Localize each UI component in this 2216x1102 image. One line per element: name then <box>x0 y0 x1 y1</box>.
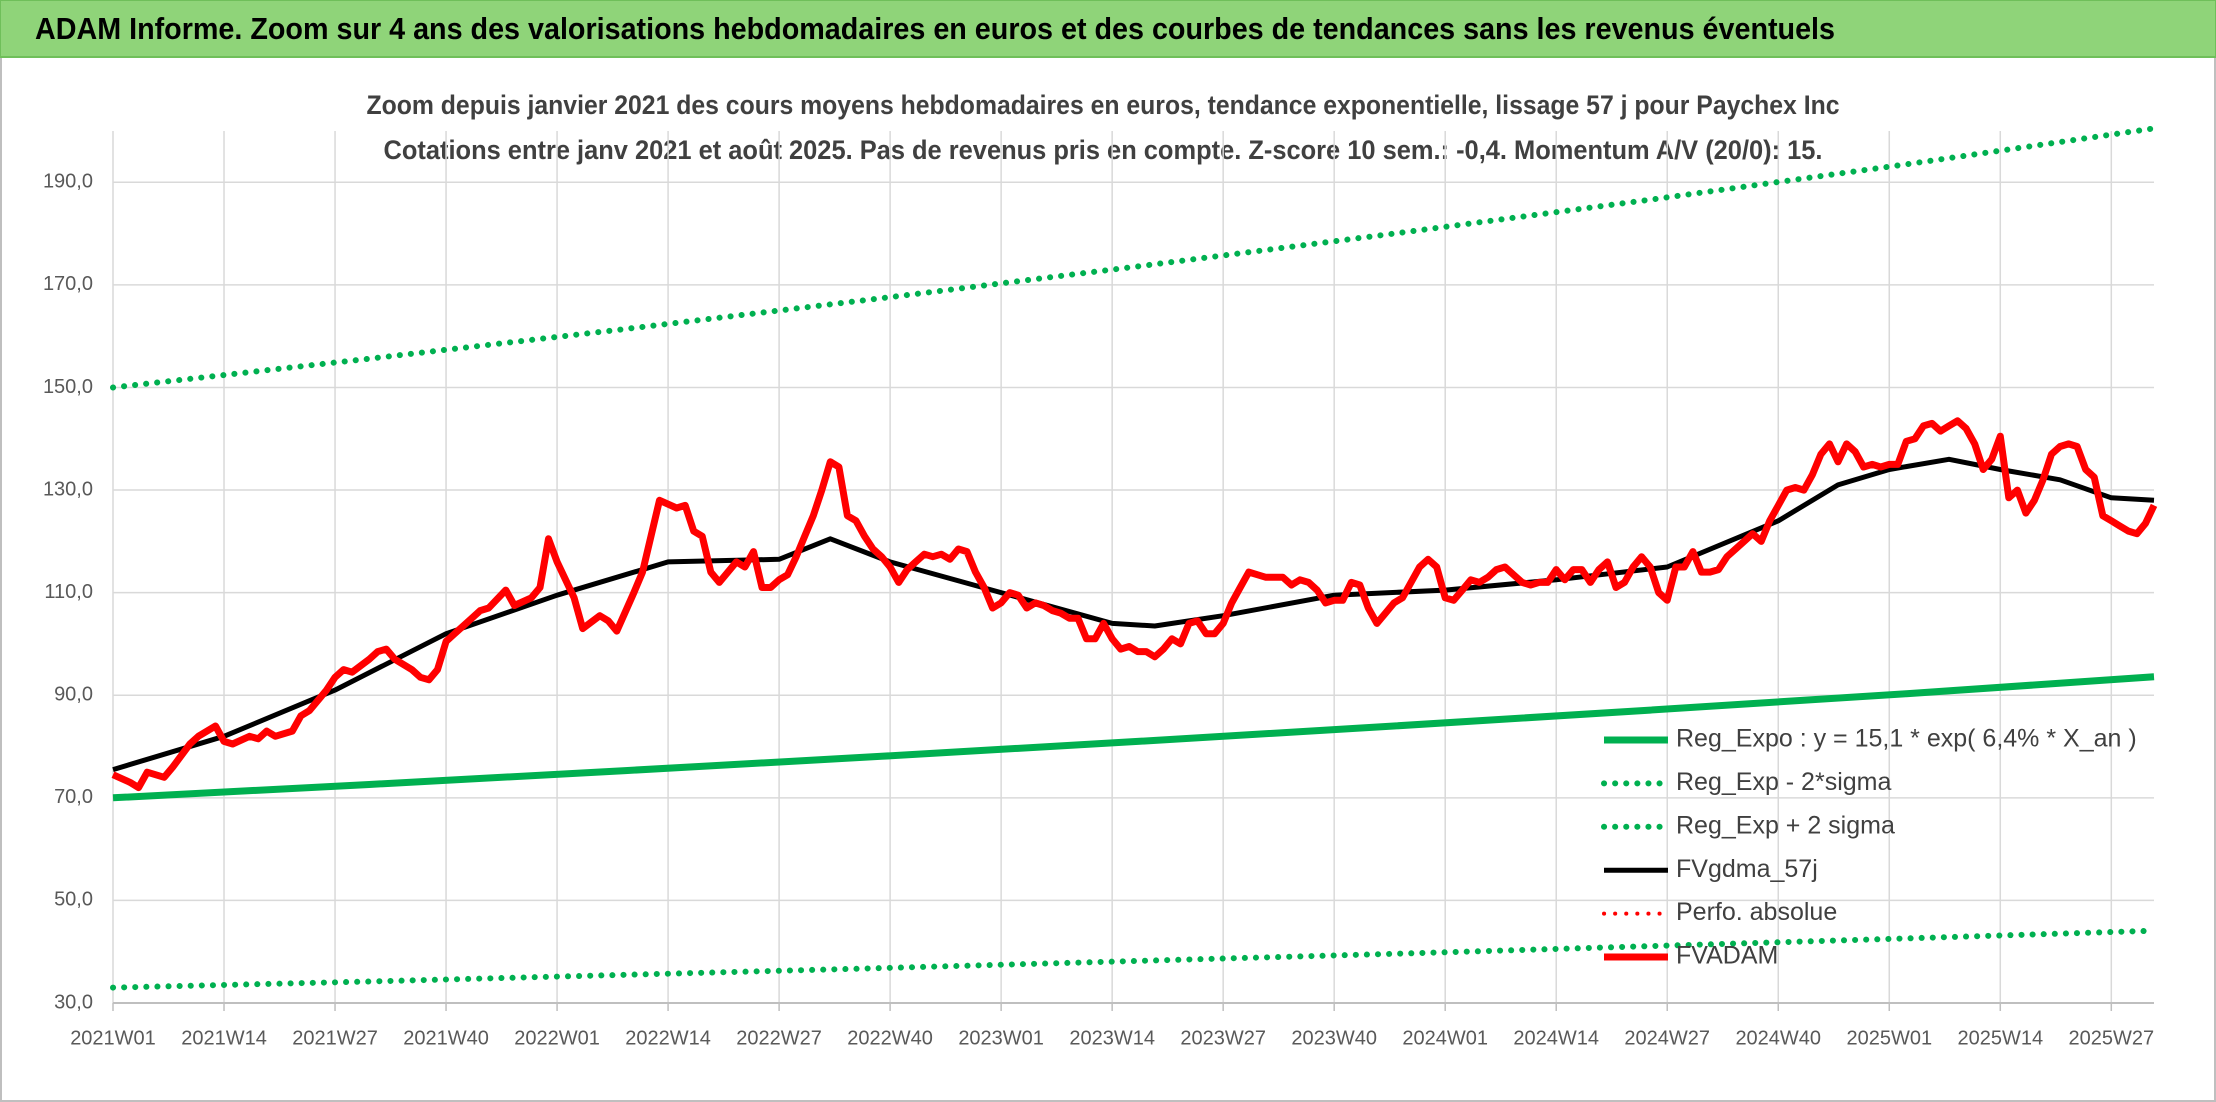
x-tick-label: 2021W27 <box>292 1027 378 1049</box>
legend-label: Perfo. absolue <box>1676 898 1837 926</box>
x-tick-label: 2025W14 <box>1957 1027 2043 1049</box>
y-tick-label: 30,0 <box>54 991 93 1013</box>
x-tick-label: 2025W01 <box>1846 1027 1932 1049</box>
x-tick-label: 2022W27 <box>736 1027 822 1049</box>
x-tick-label: 2024W40 <box>1735 1027 1821 1049</box>
series-line <box>111 417 2158 792</box>
legend-label: Reg_Expo : y = 15,1 * exp( 6,4% * X_an ) <box>1676 725 2137 753</box>
y-tick-label: 130,0 <box>43 478 93 500</box>
x-tick-label: 2024W27 <box>1624 1027 1710 1049</box>
x-tick-label: 2021W01 <box>70 1027 156 1049</box>
y-tick-label: 190,0 <box>43 171 93 193</box>
series-line <box>112 673 2155 802</box>
y-tick-label: 70,0 <box>54 786 93 808</box>
series-line <box>110 927 2157 991</box>
x-tick-label: 2023W14 <box>1069 1027 1155 1049</box>
x-tick-label: 2025W27 <box>2068 1027 2154 1049</box>
legend-label: Reg_Exp - 2*sigma <box>1676 768 1891 796</box>
header-bar <box>0 0 2216 58</box>
y-tick-label: 150,0 <box>43 376 93 398</box>
x-tick-label: 2024W01 <box>1402 1027 1488 1049</box>
x-tick-label: 2022W14 <box>625 1027 711 1049</box>
y-tick-label: 170,0 <box>43 273 93 295</box>
legend-label: FVADAM <box>1676 942 1778 970</box>
x-tick-label: 2023W27 <box>1180 1027 1266 1049</box>
header-title: ADAM Informe. Zoom sur 4 ans des valoris… <box>35 11 1835 46</box>
x-tick-label: 2022W40 <box>847 1027 933 1049</box>
y-tick-label: 110,0 <box>44 581 93 603</box>
legend-label: FVgdma_57j <box>1676 855 1818 883</box>
y-tick-label: 50,0 <box>54 889 93 911</box>
x-tick-label: 2023W01 <box>958 1027 1044 1049</box>
chart-subtitle: Zoom depuis janvier 2021 des cours moyen… <box>367 90 1840 120</box>
x-tick-label: 2022W01 <box>514 1027 600 1049</box>
series-line <box>110 126 2157 391</box>
x-tick-label: 2023W40 <box>1291 1027 1377 1049</box>
legend-label: Reg_Exp + 2 sigma <box>1676 811 1895 839</box>
x-tick-label: 2024W14 <box>1513 1027 1599 1049</box>
chart-subtitle: Cotations entre janv 2021 et août 2025. … <box>384 135 1823 165</box>
y-tick-label: 90,0 <box>54 684 93 706</box>
x-tick-label: 2021W40 <box>403 1027 489 1049</box>
x-tick-label: 2021W14 <box>181 1027 267 1049</box>
